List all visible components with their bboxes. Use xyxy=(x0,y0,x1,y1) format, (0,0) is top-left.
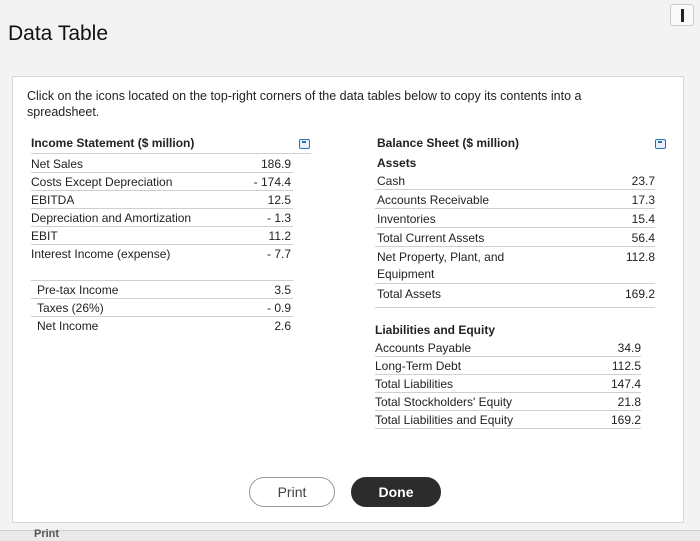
row-value: 112.8 xyxy=(625,250,655,264)
row-label: Costs Except Depreciation xyxy=(31,175,173,189)
row-label: Total Current Assets xyxy=(377,231,485,245)
row-label: Total Liabilities xyxy=(375,377,454,391)
row-label: Net Property, Plant, and xyxy=(377,250,505,264)
row-value: 2.6 xyxy=(274,319,291,333)
row-label: Net Sales xyxy=(31,157,84,171)
income-statement-table: Income Statement ($ million) Net Sales 1… xyxy=(31,134,311,344)
row-value: 169.2 xyxy=(624,287,655,301)
dialog-title: Data Table xyxy=(8,22,109,45)
footer-print-link[interactable]: Print xyxy=(34,528,60,540)
row-label: Pre-tax Income xyxy=(37,283,119,297)
row-label: Net Income xyxy=(37,319,99,333)
row-value: - 0.9 xyxy=(266,301,291,315)
row-value: 12.5 xyxy=(267,193,291,207)
row-value: 112.5 xyxy=(611,359,641,373)
row-value: - 7.7 xyxy=(266,247,291,261)
table-row: Net Sales 186.9 xyxy=(31,155,293,173)
table-row: EBITDA 12.5 xyxy=(31,191,293,209)
copy-to-spreadsheet-icon[interactable] xyxy=(299,139,310,149)
print-button[interactable]: Print xyxy=(249,477,335,507)
divider xyxy=(31,280,293,281)
table-row: Net Income 2.6 xyxy=(31,317,293,335)
table-row: Total Liabilities and Equity 169.2 xyxy=(375,411,641,429)
row-value: 3.5 xyxy=(274,283,291,297)
row-label: Long-Term Debt xyxy=(375,359,462,373)
row-value: 169.2 xyxy=(610,413,641,427)
instructions-text: Click on the icons located on the top-ri… xyxy=(27,89,582,119)
table-row: Accounts Receivable 17.3 xyxy=(375,191,655,209)
row-value: 23.7 xyxy=(631,174,655,188)
row-label: Total Liabilities and Equity xyxy=(375,413,514,427)
table-row: Costs Except Depreciation - 174.4 xyxy=(31,173,293,191)
table-row: Long-Term Debt 112.5 xyxy=(375,357,641,375)
done-button[interactable]: Done xyxy=(351,477,441,507)
table-row: Total Stockholders' Equity 21.8 xyxy=(375,393,641,411)
row-label: Cash xyxy=(377,174,406,188)
row-label: EBIT xyxy=(31,229,58,243)
section-label: Liabilities and Equity xyxy=(375,321,655,339)
table-row: Taxes (26%) - 0.9 xyxy=(31,299,293,317)
table-row: Inventories 15.4 xyxy=(375,210,655,228)
row-label: Total Stockholders' Equity xyxy=(375,395,513,409)
row-value: 186.9 xyxy=(260,157,291,171)
row-label: Depreciation and Amortization xyxy=(31,211,192,225)
row-value: 17.3 xyxy=(631,193,655,207)
table-row: Total Liabilities 147.4 xyxy=(375,375,641,393)
copy-to-spreadsheet-icon[interactable] xyxy=(655,139,666,149)
data-table-panel: Click on the icons located on the top-ri… xyxy=(12,76,684,523)
balance-sheet-table: Balance Sheet ($ million) Assets Cash 23… xyxy=(375,134,675,434)
row-value: 15.4 xyxy=(631,212,655,226)
row-value: 34.9 xyxy=(617,341,641,355)
row-value: 11.2 xyxy=(268,229,291,243)
balance-header-row: Balance Sheet ($ million) xyxy=(375,134,675,154)
bottom-bar xyxy=(0,530,700,541)
section-label: Assets xyxy=(375,154,655,172)
row-label: Total Assets xyxy=(377,287,442,301)
balance-header: Balance Sheet ($ million) xyxy=(377,136,520,150)
table-row: Pre-tax Income 3.5 xyxy=(31,281,293,299)
minimize-icon[interactable] xyxy=(670,4,694,26)
table-row: Depreciation and Amortization - 1.3 xyxy=(31,209,293,227)
row-label: Inventories xyxy=(377,212,436,226)
row-label: Accounts Receivable xyxy=(377,193,490,207)
table-row: EBIT 11.2 xyxy=(31,227,293,245)
income-header-row: Income Statement ($ million) xyxy=(31,134,311,154)
row-value: 147.4 xyxy=(610,377,641,391)
table-row: Cash 23.7 xyxy=(375,172,655,190)
income-header: Income Statement ($ million) xyxy=(31,136,195,150)
liabilities-label: Liabilities and Equity xyxy=(375,323,496,337)
table-row: Accounts Payable 34.9 xyxy=(375,339,641,357)
row-label: Interest Income (expense) xyxy=(31,247,171,261)
table-row: Total Current Assets 56.4 xyxy=(375,229,655,247)
table-row: Total Assets 169.2 xyxy=(375,284,655,308)
row-label: EBITDA xyxy=(31,193,75,207)
row-value: 56.4 xyxy=(631,231,655,245)
table-row: Net Property, Plant, and Equipment 112.8 xyxy=(375,248,655,284)
row-value: 21.8 xyxy=(617,395,641,409)
row-label: Accounts Payable xyxy=(375,341,472,355)
row-label-cont: Equipment xyxy=(377,267,435,281)
row-value: - 1.3 xyxy=(266,211,291,225)
row-label: Taxes (26%) xyxy=(37,301,104,315)
table-row: Interest Income (expense) - 7.7 xyxy=(31,245,293,263)
row-value: - 174.4 xyxy=(253,175,291,189)
assets-label: Assets xyxy=(377,156,417,170)
